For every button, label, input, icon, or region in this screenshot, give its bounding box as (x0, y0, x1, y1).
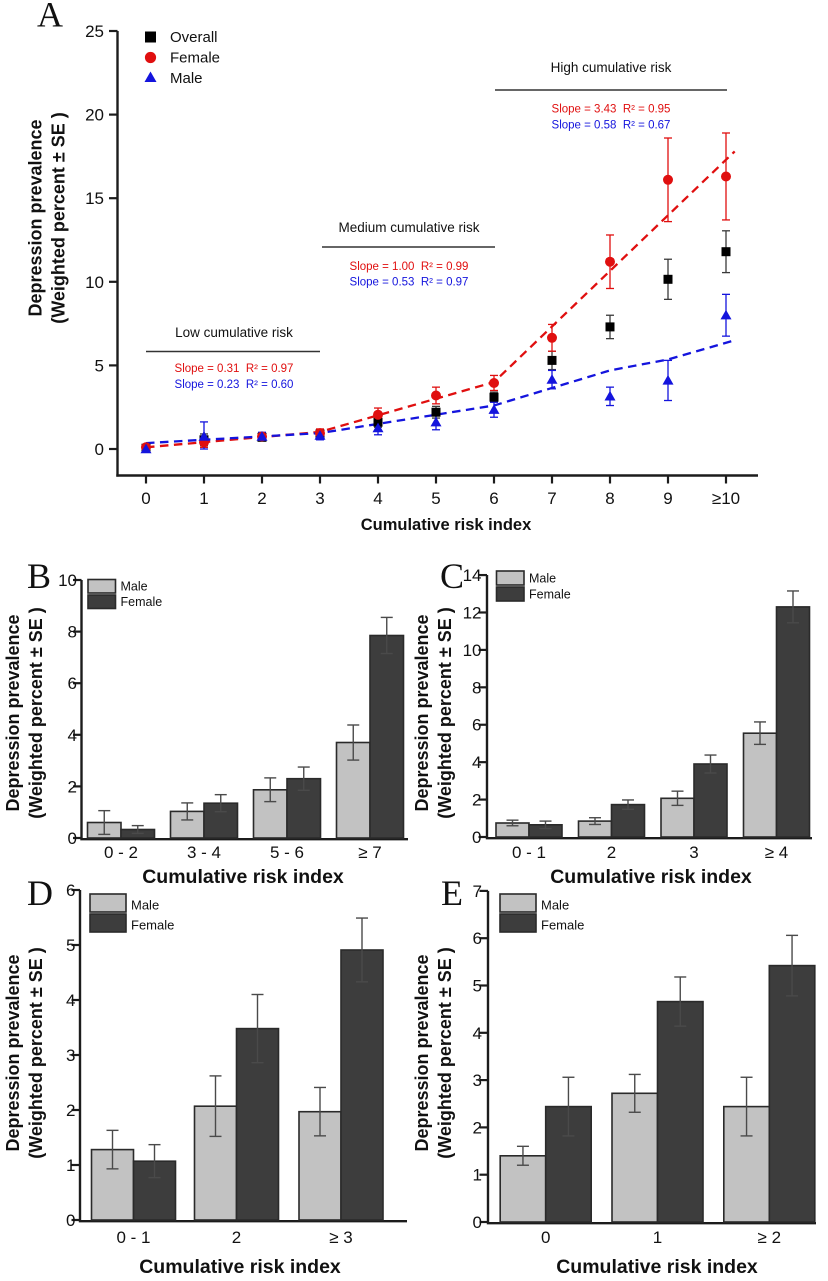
svg-text:5 - 6: 5 - 6 (270, 843, 304, 862)
svg-text:Depression prevalence(Weighted: Depression prevalence (Weighted percent ±… (412, 607, 455, 819)
svg-text:12: 12 (463, 603, 482, 622)
svg-text:C: C (440, 556, 464, 596)
svg-text:10: 10 (58, 571, 77, 590)
svg-text:0: 0 (95, 440, 104, 459)
svg-text:7: 7 (547, 489, 556, 508)
svg-text:10: 10 (463, 641, 482, 660)
svg-text:2: 2 (473, 1118, 482, 1137)
svg-text:Male: Male (170, 70, 203, 87)
svg-text:10: 10 (85, 273, 104, 292)
svg-text:3 - 4: 3 - 4 (187, 843, 221, 862)
svg-text:Female: Female (541, 918, 584, 933)
svg-text:Male: Male (529, 572, 556, 586)
svg-text:Slope = 0.31 R² = 0.97: Slope = 0.31 R² = 0.97 (175, 363, 294, 375)
svg-text:≥10: ≥10 (712, 489, 740, 508)
svg-text:Medium cumulative risk: Medium cumulative risk (338, 220, 479, 235)
svg-text:15: 15 (85, 189, 104, 208)
svg-text:Overall: Overall (170, 29, 218, 46)
svg-text:Female: Female (529, 588, 571, 602)
svg-text:Slope = 1.00 R² = 0.99: Slope = 1.00 R² = 0.99 (350, 261, 469, 273)
svg-text:Depression prevalence(Weighted: Depression prevalence (Weighted percent ±… (3, 947, 46, 1159)
svg-text:0: 0 (473, 1213, 482, 1232)
svg-text:Depression prevalence(Weighted: Depression prevalence (Weighted percent ±… (412, 947, 455, 1159)
svg-text:D: D (27, 873, 53, 913)
svg-text:Slope = 0.53 R² = 0.97: Slope = 0.53 R² = 0.97 (350, 277, 469, 289)
svg-text:A: A (37, 0, 63, 35)
svg-text:≥ 2: ≥ 2 (758, 1228, 782, 1247)
svg-text:0 - 1: 0 - 1 (116, 1228, 150, 1247)
svg-text:Cumulative risk index: Cumulative risk index (550, 866, 752, 888)
svg-text:1: 1 (653, 1228, 662, 1247)
svg-text:Female: Female (170, 50, 220, 67)
svg-text:2: 2 (257, 489, 266, 508)
svg-text:25: 25 (85, 22, 104, 41)
svg-text:1: 1 (199, 489, 208, 508)
svg-text:7: 7 (473, 882, 482, 901)
svg-text:5: 5 (95, 356, 104, 375)
svg-text:B: B (27, 556, 51, 596)
svg-text:E: E (441, 873, 463, 913)
svg-text:14: 14 (463, 566, 482, 585)
svg-text:1: 1 (473, 1166, 482, 1185)
svg-text:0: 0 (472, 828, 481, 847)
svg-text:8: 8 (68, 623, 77, 642)
svg-text:5: 5 (431, 489, 440, 508)
svg-text:0 - 1: 0 - 1 (512, 843, 546, 862)
svg-text:3: 3 (473, 1071, 482, 1090)
svg-text:2: 2 (66, 1101, 75, 1120)
svg-text:3: 3 (66, 1046, 75, 1065)
svg-text:0 - 2: 0 - 2 (104, 843, 138, 862)
svg-text:Low cumulative risk: Low cumulative risk (175, 325, 293, 340)
svg-text:2: 2 (68, 777, 77, 796)
svg-text:6: 6 (68, 674, 77, 693)
svg-text:Depression prevalence(Weighted: Depression prevalence (Weighted percent ±… (26, 112, 69, 324)
svg-text:Male: Male (121, 580, 148, 594)
svg-text:Cumulative risk index: Cumulative risk index (361, 516, 532, 534)
svg-text:0: 0 (541, 1228, 550, 1247)
svg-text:9: 9 (663, 489, 672, 508)
svg-text:Cumulative risk index: Cumulative risk index (139, 1256, 341, 1276)
svg-text:8: 8 (472, 678, 481, 697)
svg-text:Depression prevalence(Weighted: Depression prevalence (Weighted percent ±… (3, 607, 46, 819)
svg-text:4: 4 (373, 489, 382, 508)
svg-text:4: 4 (66, 991, 75, 1010)
svg-text:Female: Female (131, 918, 174, 933)
svg-text:1: 1 (66, 1156, 75, 1175)
svg-text:≥ 7: ≥ 7 (358, 843, 382, 862)
svg-text:6: 6 (66, 881, 75, 900)
svg-text:6: 6 (472, 716, 481, 735)
svg-text:≥ 4: ≥ 4 (765, 843, 789, 862)
svg-text:Male: Male (541, 898, 569, 913)
svg-text:Female: Female (121, 595, 163, 609)
svg-text:Slope = 0.23 R² = 0.60: Slope = 0.23 R² = 0.60 (175, 379, 294, 391)
svg-text:Cumulative risk index: Cumulative risk index (142, 866, 344, 888)
svg-text:4: 4 (473, 1024, 482, 1043)
svg-text:6: 6 (489, 489, 498, 508)
svg-text:2: 2 (232, 1228, 241, 1247)
svg-text:High cumulative risk: High cumulative risk (551, 60, 672, 75)
svg-text:5: 5 (66, 936, 75, 955)
svg-text:2: 2 (607, 843, 616, 862)
svg-text:3: 3 (315, 489, 324, 508)
svg-text:≥ 3: ≥ 3 (329, 1228, 353, 1247)
svg-text:4: 4 (472, 753, 481, 772)
svg-text:6: 6 (473, 929, 482, 948)
svg-text:0: 0 (141, 489, 150, 508)
svg-text:0: 0 (68, 829, 77, 848)
svg-text:Slope = 0.58 R² = 0.67: Slope = 0.58 R² = 0.67 (552, 120, 671, 132)
svg-text:3: 3 (689, 843, 698, 862)
svg-text:Male: Male (131, 898, 159, 913)
svg-text:8: 8 (605, 489, 614, 508)
svg-text:4: 4 (68, 726, 77, 745)
svg-text:0: 0 (66, 1211, 75, 1230)
svg-text:Slope = 3.43 R² = 0.95: Slope = 3.43 R² = 0.95 (552, 104, 671, 116)
svg-text:5: 5 (473, 977, 482, 996)
svg-text:20: 20 (85, 106, 104, 125)
svg-text:Cumulative risk index: Cumulative risk index (556, 1256, 758, 1276)
svg-text:2: 2 (472, 791, 481, 810)
